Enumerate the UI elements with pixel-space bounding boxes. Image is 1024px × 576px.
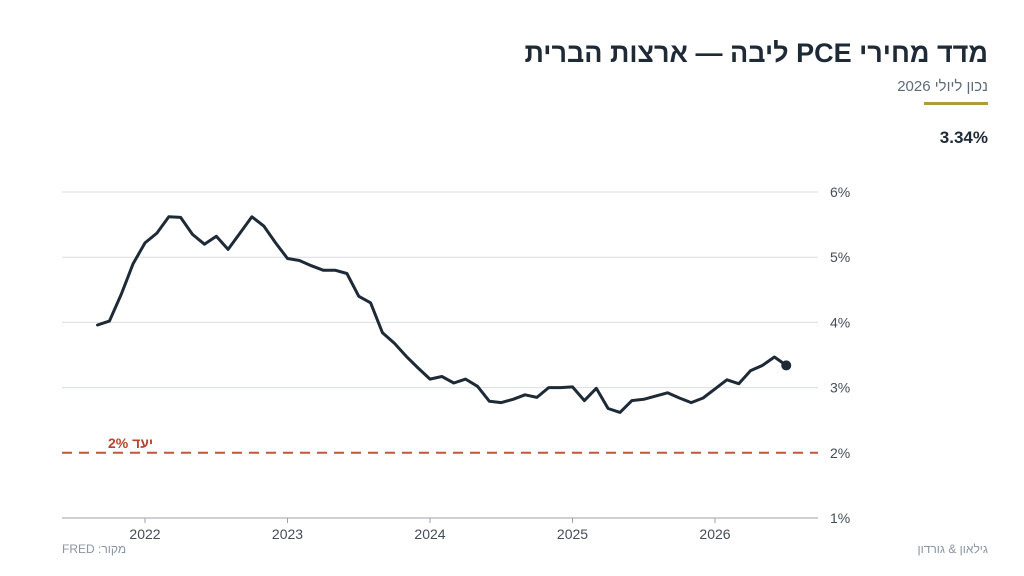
series-line	[96, 215, 788, 414]
latest-point	[781, 360, 792, 371]
x-tick-label: 2024	[414, 526, 445, 542]
x-tick-label: 2025	[557, 526, 588, 542]
y-tick-label: 3%	[830, 380, 850, 396]
y-tick-label: 2%	[830, 445, 850, 461]
x-tick-label: 2026	[699, 526, 730, 542]
target-label: יעד 2%	[108, 435, 153, 451]
accent-bar	[924, 102, 988, 105]
page-subtitle: נכון ליולי 2026	[897, 78, 988, 95]
x-tick-label: 2022	[129, 526, 160, 542]
source-note: מקור: FRED	[62, 542, 127, 556]
y-tick-label: 5%	[830, 249, 850, 265]
y-tick-label: 1%	[830, 510, 850, 526]
latest-value: 3.34%	[939, 128, 988, 147]
page-title: מדד מחירי PCE ליבה — ארצות הברית	[524, 38, 988, 68]
x-tick-label: 2023	[272, 526, 303, 542]
y-tick-label: 4%	[830, 314, 850, 330]
y-tick-label: 6%	[830, 184, 850, 200]
brand-credit: גילאון & גורדון	[917, 542, 988, 556]
